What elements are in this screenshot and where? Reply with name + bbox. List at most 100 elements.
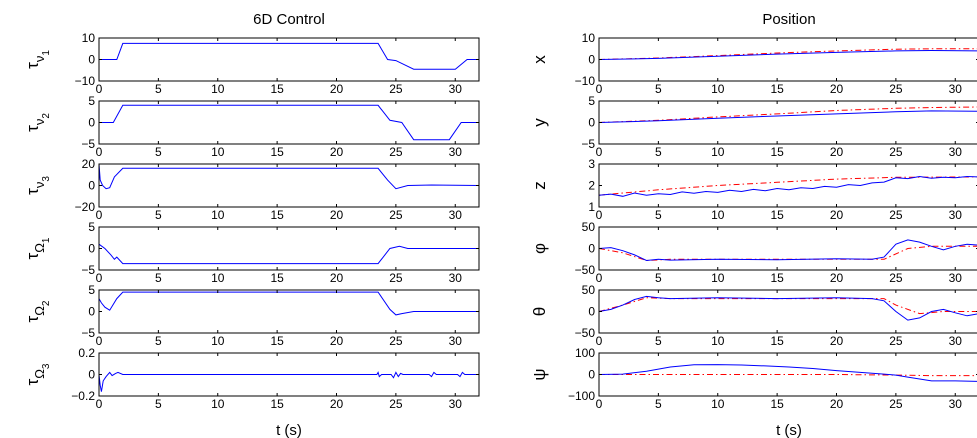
x-tick-label: 5 (155, 397, 162, 411)
x-tick-label: 15 (770, 397, 784, 411)
y-tick-label: 10 (82, 31, 96, 45)
x-tick-label: 10 (211, 82, 225, 96)
x-tick-label: 25 (889, 145, 903, 159)
y-axis-label: τΩ3 (23, 363, 52, 385)
actual-series-line (599, 239, 977, 262)
x-tick-label: 20 (330, 208, 344, 222)
x-tick-label: 30 (949, 208, 963, 222)
x-tick-label: 5 (655, 271, 662, 285)
y-axis-label: τν2 (23, 113, 52, 132)
x-tick-label: 10 (711, 271, 725, 285)
y-axis-label: φ (530, 243, 549, 254)
y-axis-label: τΩ1 (23, 237, 52, 259)
actual-series-line (599, 175, 977, 197)
actual-series-line (599, 364, 977, 382)
y-tick-label: −20 (75, 200, 96, 214)
x-tick-label: 30 (449, 397, 463, 411)
x-tick-label: 0 (596, 397, 603, 411)
x-tick-label: 25 (389, 271, 403, 285)
x-tick-label: 10 (711, 82, 725, 96)
x-tick-label: 30 (949, 145, 963, 159)
y-axis-label: θ (530, 307, 549, 316)
x-tick-label: 25 (889, 208, 903, 222)
y-axis-label: z (530, 181, 549, 190)
x-tick-label: 15 (270, 82, 284, 96)
y-tick-label: −10 (75, 74, 96, 88)
actual-series-line (599, 49, 977, 60)
reference-series-line (599, 245, 977, 262)
x-tick-label: 10 (211, 145, 225, 159)
y-tick-label: −50 (575, 326, 596, 340)
x-tick-label: 25 (389, 82, 403, 96)
x-tick-label: 15 (770, 145, 784, 159)
x-tick-label: 30 (449, 334, 463, 348)
axes-frame (598, 163, 977, 208)
y-tick-label: 2 (588, 179, 595, 193)
axes-frame (598, 37, 977, 82)
control-panel-xlabel: t (s) (276, 422, 302, 438)
x-tick-label: 5 (655, 145, 662, 159)
x-tick-label: 0 (596, 334, 603, 348)
x-tick-label: 10 (711, 145, 725, 159)
x-tick-label: 5 (155, 82, 162, 96)
reference-series-line (599, 297, 977, 315)
x-tick-label: 5 (155, 334, 162, 348)
y-tick-label: 5 (88, 220, 95, 234)
x-tick-label: 5 (155, 208, 162, 222)
x-tick-label: 15 (270, 397, 284, 411)
x-tick-label: 25 (389, 334, 403, 348)
y-tick-label: 1 (588, 200, 595, 214)
y-tick-label: 0 (88, 179, 95, 193)
x-tick-label: 0 (96, 145, 103, 159)
x-tick-label: 5 (155, 271, 162, 285)
x-tick-label: 15 (270, 145, 284, 159)
x-tick-label: 30 (449, 271, 463, 285)
x-tick-label: 25 (889, 397, 903, 411)
actual-series-line (99, 42, 479, 70)
x-tick-label: 0 (596, 145, 603, 159)
x-tick-label: 15 (270, 208, 284, 222)
x-tick-label: 20 (330, 271, 344, 285)
x-tick-label: 25 (889, 271, 903, 285)
y-tick-label: 20 (82, 157, 96, 171)
x-tick-label: 0 (596, 271, 603, 285)
y-tick-label: 0 (588, 305, 595, 319)
x-tick-label: 30 (449, 208, 463, 222)
y-tick-label: 5 (88, 283, 95, 297)
reference-series-line (599, 106, 977, 123)
actual-series-line (99, 164, 479, 190)
actual-series-line (599, 110, 977, 123)
y-tick-label: 0.2 (78, 346, 95, 360)
x-tick-label: 10 (211, 334, 225, 348)
actual-series-line (99, 243, 479, 265)
y-tick-label: −10 (575, 74, 596, 88)
x-tick-label: 20 (830, 145, 844, 159)
axes-frame (598, 100, 977, 145)
y-tick-label: 3 (588, 157, 595, 171)
y-tick-label: 0 (88, 116, 95, 130)
x-tick-label: 30 (949, 334, 963, 348)
y-tick-label: 10 (582, 31, 596, 45)
position-panel-xlabel: t (s) (776, 422, 802, 438)
x-tick-label: 15 (770, 271, 784, 285)
y-tick-label: 0 (88, 242, 95, 256)
axes-frame (98, 100, 480, 145)
y-tick-label: 0 (588, 242, 595, 256)
x-tick-label: 5 (655, 82, 662, 96)
x-tick-label: 20 (330, 82, 344, 96)
x-tick-label: 25 (389, 397, 403, 411)
y-axis-label: y (530, 118, 549, 127)
x-tick-label: 0 (596, 82, 603, 96)
x-tick-label: 10 (211, 208, 225, 222)
y-axis-label: τν3 (23, 176, 52, 195)
x-tick-label: 20 (830, 397, 844, 411)
x-tick-label: 10 (211, 397, 225, 411)
